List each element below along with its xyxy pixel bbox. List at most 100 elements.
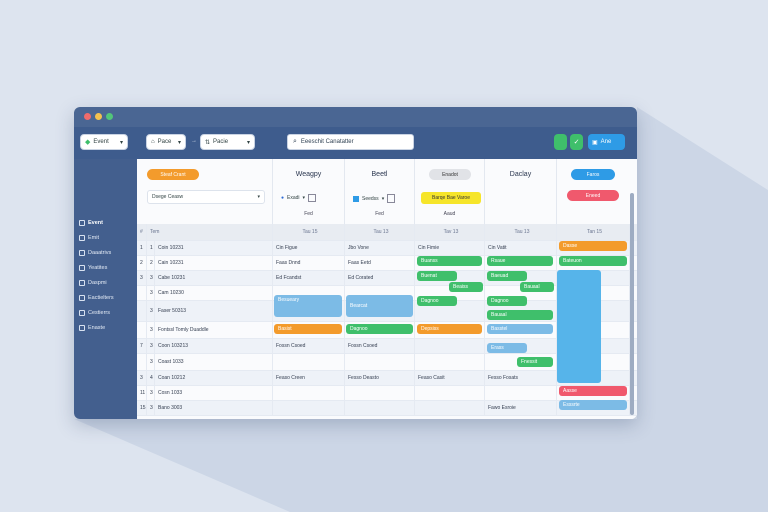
close-window-button[interactable] bbox=[84, 113, 91, 120]
event-bar[interactable]: Besueary bbox=[274, 295, 342, 317]
table-row[interactable]: 11 3 Cosn 1033 bbox=[137, 386, 637, 401]
table-row[interactable]: 2 2 Cain 10231 Faas Dnnd Faas Eetd bbox=[137, 256, 637, 271]
event-bar[interactable]: Basstel bbox=[487, 324, 553, 334]
sidebar-item-label: Event bbox=[88, 220, 103, 226]
event-bar[interactable]: Aasse bbox=[559, 386, 627, 396]
app-window: ◆ Event ▾ ⌂ Pace ▾ → ⇅ Pacie ▾ ⌕ Eeeschi… bbox=[74, 107, 637, 419]
globe-icon: ● bbox=[281, 195, 285, 201]
table-row[interactable]: 15 3 Bano 3003 Fawo Esroie bbox=[137, 401, 637, 416]
sidebar: Event Emit Daaatrivs Yeatites Daspmi Eac… bbox=[74, 159, 137, 419]
event-bar[interactable]: Bauaal bbox=[520, 282, 554, 292]
sidebar-item-daaatrivs[interactable]: Daaatrivs bbox=[79, 247, 111, 259]
user-action-button[interactable]: ▣ Ane bbox=[588, 134, 625, 150]
column-title: Beetl bbox=[371, 171, 388, 178]
event-bar[interactable]: Erass bbox=[487, 343, 527, 353]
sidebar-item-emit[interactable]: Emit bbox=[79, 232, 99, 244]
sidebar-item-cestierrs[interactable]: Cestierrs bbox=[79, 307, 110, 319]
sidebar-item-yeatites[interactable]: Yeatites bbox=[79, 262, 107, 274]
table-cell: Ed Fcandst bbox=[273, 271, 345, 285]
sidebar-item-daspmi[interactable]: Daspmi bbox=[79, 277, 107, 289]
start-button[interactable]: Steaf Crant bbox=[147, 169, 199, 180]
table-cell: Cosn 1033 bbox=[155, 386, 273, 400]
table-cell: 2 bbox=[147, 256, 155, 270]
separator-icon: → bbox=[191, 138, 197, 144]
maximize-window-button[interactable] bbox=[106, 113, 113, 120]
table-cell bbox=[415, 286, 485, 300]
vertical-scrollbar[interactable] bbox=[630, 193, 634, 415]
people-icon bbox=[79, 295, 85, 301]
table-cell: 15 bbox=[137, 401, 147, 415]
minimize-window-button[interactable] bbox=[95, 113, 102, 120]
event-bar[interactable]: Bearcat bbox=[346, 295, 413, 317]
table-cell: Fossn Csoed bbox=[273, 339, 345, 353]
left-select[interactable]: Dsege Ceasw ▾ bbox=[147, 190, 265, 204]
table-cell: Faas Eetd bbox=[345, 256, 415, 270]
event-bar[interactable]: Fnessit bbox=[517, 357, 553, 367]
sidebar-item-label: Daaatrivs bbox=[88, 250, 112, 256]
table-cell: 11 bbox=[137, 386, 147, 400]
table-row[interactable]: 3 Fontssl Tomly Duaddle bbox=[137, 322, 637, 339]
table-header-row: # Tem Tau 15 Tau 13 Tav 13 Tau 13 Tan 15 bbox=[137, 224, 637, 241]
sidebar-item-event[interactable]: Event bbox=[79, 217, 103, 229]
table-cell: 3 bbox=[147, 322, 155, 338]
column-pill-button[interactable]: Enadot bbox=[429, 169, 471, 180]
table-row[interactable]: 1 1 Coin 10231 Cin Figue Jbo Vone Cin Fimie Ci… bbox=[137, 241, 637, 256]
event-bar[interactable]: Buenat bbox=[417, 271, 457, 281]
table-cell bbox=[415, 339, 485, 353]
table-cell: 3 bbox=[147, 301, 155, 321]
table-cell: Cain 10231 bbox=[155, 256, 273, 270]
event-bar[interactable]: Beaiss bbox=[449, 282, 483, 292]
red-pill-button[interactable]: Eneed bbox=[567, 190, 619, 201]
event-bar[interactable]: Depsiss bbox=[417, 324, 482, 334]
view-dropdown[interactable]: ◆ Event ▾ bbox=[80, 134, 128, 150]
check-button[interactable]: ✓ bbox=[570, 134, 583, 150]
table-cell: 2 bbox=[137, 256, 147, 270]
event-bar[interactable]: Rsaue bbox=[487, 256, 553, 266]
event-bar[interactable]: Dagnoo bbox=[487, 296, 527, 306]
checkbox-icon[interactable] bbox=[308, 194, 317, 202]
header-cell: Tau 15 bbox=[273, 224, 345, 240]
table-cell: 3 bbox=[147, 354, 155, 370]
header-col-2: Beetl Seedss ▾ Fed bbox=[345, 159, 415, 224]
table-row[interactable]: 3 Coast 1033 bbox=[137, 354, 637, 371]
header-col-3: Enadot Barqe Bae Varoe Aaud bbox=[415, 159, 485, 224]
highlight-tag[interactable]: Barqe Bae Varoe bbox=[421, 192, 481, 204]
event-bar[interactable]: Dasse bbox=[559, 241, 627, 251]
filter-dropdown[interactable]: ⌂ Pace ▾ bbox=[146, 134, 186, 150]
sort-label: Pacie bbox=[213, 139, 229, 145]
bookmark-icon[interactable] bbox=[387, 194, 396, 203]
table-cell: Cin Figue bbox=[273, 241, 345, 255]
table-cell: Fesso Deasto bbox=[345, 371, 415, 385]
event-bar[interactable]: Basist bbox=[274, 324, 342, 334]
table-cell: 3 bbox=[137, 271, 147, 285]
blue-pill-button[interactable]: Faros bbox=[571, 169, 615, 180]
event-bar[interactable]: Baeuad bbox=[487, 271, 527, 281]
table-cell bbox=[415, 301, 485, 321]
sidebar-item-enaste[interactable]: Enaste bbox=[79, 322, 105, 334]
event-bar[interactable]: Bauaal bbox=[487, 310, 553, 320]
event-bar[interactable]: Bateuon bbox=[559, 256, 627, 266]
checkbox-checked-icon bbox=[353, 195, 359, 202]
column-title: Daclay bbox=[509, 171, 532, 178]
column-control[interactable]: ● Exadi ▾ bbox=[281, 194, 317, 202]
table-cell: Faser 50313 bbox=[155, 301, 273, 321]
table-cell bbox=[273, 301, 345, 321]
table-row[interactable]: 3 4 Coan 10212 Feaso Creen Fesso Deasto Feaso… bbox=[137, 371, 637, 386]
event-bar[interactable]: Dagnoo bbox=[346, 324, 413, 334]
green-action-button[interactable] bbox=[554, 134, 567, 150]
list-icon bbox=[79, 250, 85, 256]
event-bar[interactable]: Dagnoo bbox=[417, 296, 457, 306]
table-cell bbox=[415, 322, 485, 338]
event-bar[interactable]: Buanss bbox=[417, 256, 482, 266]
search-input[interactable]: ⌕ Eeeschit Canatatter bbox=[287, 134, 414, 150]
sort-dropdown[interactable]: ⇅ Pacie ▾ bbox=[200, 134, 255, 150]
table-cell: Fawo Esroie bbox=[485, 401, 557, 415]
sidebar-item-eactielters[interactable]: Eactielters bbox=[79, 292, 114, 304]
column-sub: Fed bbox=[304, 211, 313, 217]
long-event-block[interactable] bbox=[557, 270, 601, 383]
event-bar[interactable]: Esssrte bbox=[559, 400, 627, 410]
column-control[interactable]: Seedss ▾ bbox=[353, 194, 396, 203]
table-cell: Coin 10231 bbox=[155, 241, 273, 255]
table-cell bbox=[345, 301, 415, 321]
table-cell bbox=[273, 386, 345, 400]
